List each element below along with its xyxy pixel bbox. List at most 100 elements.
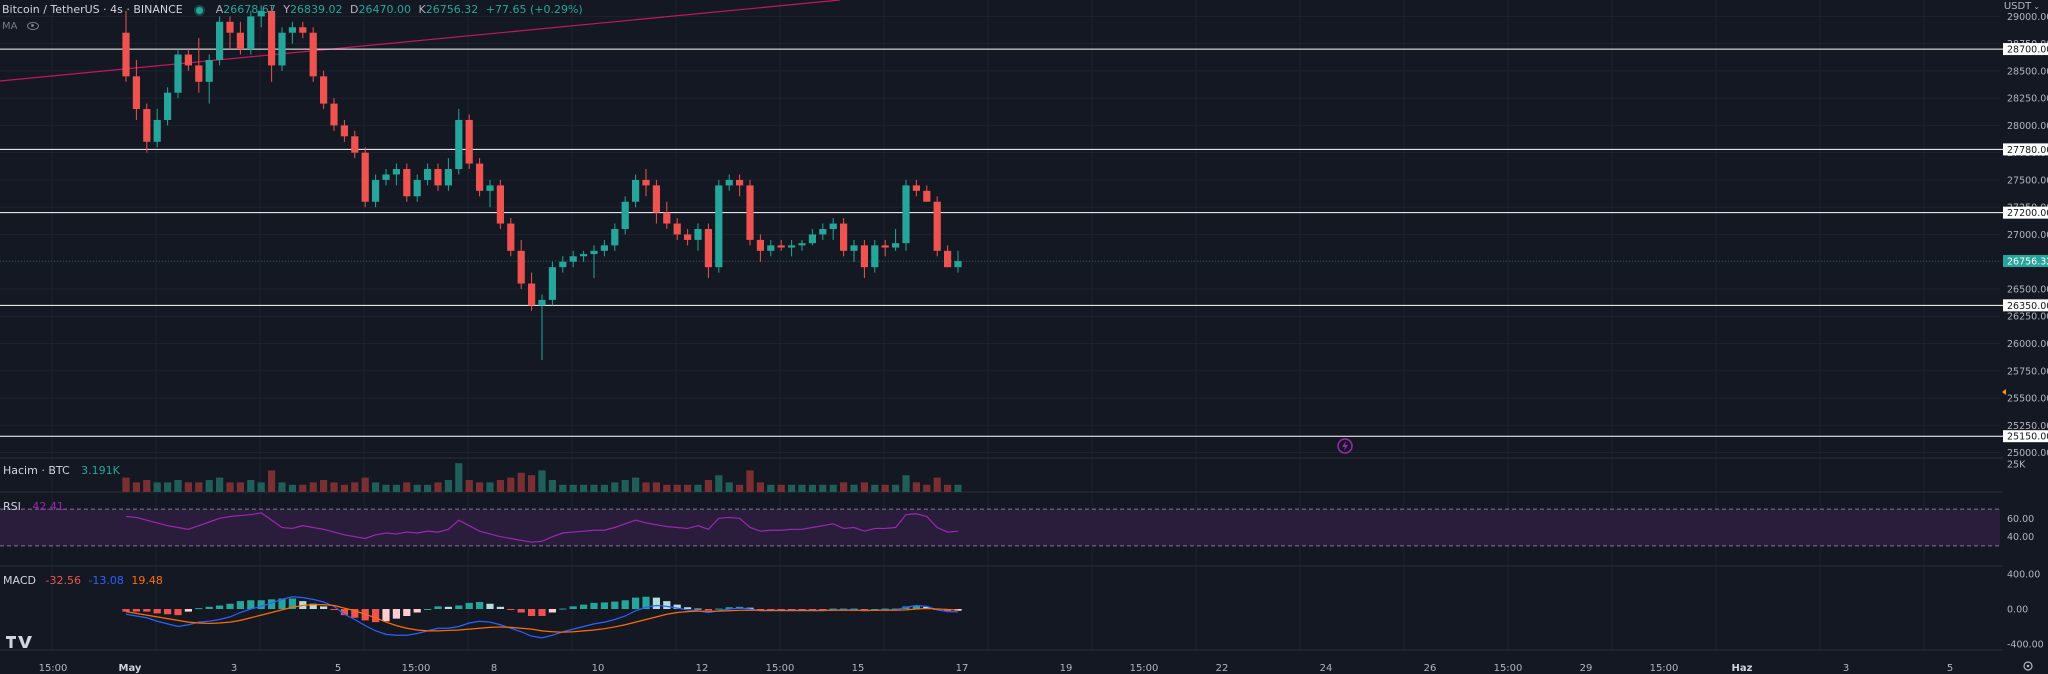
macd-histogram-bar bbox=[850, 608, 858, 610]
macd-histogram-bar bbox=[715, 608, 723, 610]
volume-bar bbox=[361, 477, 369, 492]
volume-bar bbox=[954, 484, 962, 492]
tv-logo-icon[interactable] bbox=[6, 636, 32, 648]
candle-body bbox=[205, 59, 213, 82]
candle-body bbox=[382, 174, 390, 180]
macd-histogram-bar bbox=[871, 609, 879, 610]
volume-bar bbox=[496, 480, 504, 492]
ma-label: MA bbox=[2, 21, 18, 32]
macd-histogram-bar bbox=[382, 609, 390, 622]
ohlc-a-label: A bbox=[215, 3, 224, 16]
candle-body bbox=[829, 223, 837, 229]
volume-bar bbox=[455, 463, 463, 492]
candle-body bbox=[507, 223, 515, 251]
macd-histogram-bar bbox=[580, 604, 588, 609]
volume-bar bbox=[912, 482, 920, 492]
volume-bar bbox=[309, 482, 317, 492]
volume-bar bbox=[528, 475, 536, 492]
volume-legend[interactable]: Hacim · BTC 3.191K bbox=[3, 464, 120, 477]
volume-value: 3.191K bbox=[81, 464, 120, 477]
volume-bar bbox=[340, 484, 348, 492]
candle-body bbox=[902, 185, 910, 244]
candle-body bbox=[236, 32, 244, 50]
macd-histogram-bar bbox=[590, 602, 598, 609]
macd-legend[interactable]: MACD -32.56 -13.08 19.48 bbox=[3, 574, 163, 587]
rsi-band-background bbox=[0, 508, 2000, 547]
macd-histogram-bar bbox=[184, 609, 192, 612]
macd-histogram-bar bbox=[663, 601, 671, 609]
trend-line-segment bbox=[0, 0, 841, 82]
volume-bars bbox=[122, 463, 962, 492]
candle-body bbox=[299, 27, 307, 33]
chart-grid bbox=[0, 0, 2048, 651]
time-tick-label: 26 bbox=[1424, 663, 1437, 674]
volume-bar bbox=[590, 484, 598, 492]
candle-body bbox=[892, 243, 900, 248]
macd-histogram-bar bbox=[195, 608, 203, 610]
candle-body bbox=[361, 152, 369, 202]
volume-bar bbox=[902, 475, 910, 492]
candle-body bbox=[756, 239, 764, 251]
volume-bar bbox=[798, 484, 806, 492]
symbol-title[interactable]: Bitcoin / TetherUS · 4s · BINANCE bbox=[2, 3, 183, 16]
currency-label: USDT bbox=[2003, 1, 2032, 12]
price-tick-label: 26500.00 bbox=[2007, 284, 2048, 295]
volume-bar bbox=[538, 470, 546, 492]
candle-body bbox=[611, 229, 619, 246]
line-price-tag-bg bbox=[2003, 299, 2048, 312]
macd-axis-label: 0.00 bbox=[2007, 605, 2028, 616]
candle-body bbox=[309, 32, 317, 77]
candle-body bbox=[808, 234, 816, 244]
macd-histogram-bar bbox=[912, 605, 920, 609]
candle-body bbox=[715, 185, 723, 268]
candle-body bbox=[580, 254, 588, 257]
candle-body bbox=[403, 169, 411, 197]
lightning-icon[interactable] bbox=[1337, 438, 1353, 454]
candle-body bbox=[340, 125, 348, 137]
candlesticks bbox=[122, 5, 962, 360]
volume-bar bbox=[840, 482, 848, 492]
live-dot-icon bbox=[196, 6, 204, 14]
candle-body bbox=[819, 229, 827, 235]
volume-bar bbox=[756, 482, 764, 492]
currency-selector[interactable]: USDT ⌄ bbox=[2004, 1, 2040, 12]
rsi-line bbox=[125, 512, 959, 543]
macd-histogram-bar bbox=[808, 609, 816, 610]
time-tick-label: 3 bbox=[231, 663, 237, 674]
volume-bar bbox=[153, 482, 161, 492]
candle-body bbox=[923, 190, 931, 202]
candle-body bbox=[288, 27, 296, 33]
candle-body bbox=[122, 32, 130, 77]
volume-bar bbox=[850, 484, 858, 492]
time-tick-label: 15 bbox=[852, 663, 865, 674]
time-tick-label: 15:00 bbox=[1130, 663, 1159, 674]
rsi-legend[interactable]: RSI 42.41 bbox=[3, 500, 64, 513]
volume-bar bbox=[424, 484, 432, 492]
candle-body bbox=[850, 245, 858, 251]
price-tick-label: 26250.00 bbox=[2007, 312, 2048, 323]
price-tick-label: 27500.00 bbox=[2007, 175, 2048, 186]
time-tick-label: 10 bbox=[592, 663, 605, 674]
candle-body bbox=[195, 65, 203, 82]
macd-histogram-bar bbox=[642, 596, 650, 609]
candle-body bbox=[621, 201, 629, 229]
settings-icon[interactable] bbox=[2023, 661, 2033, 671]
eye-icon[interactable] bbox=[26, 22, 39, 30]
candle-body bbox=[278, 32, 286, 66]
volume-bar bbox=[507, 477, 515, 492]
line-price-tag-bg bbox=[2003, 43, 2048, 56]
chevron-down-icon: ⌄ bbox=[2033, 2, 2040, 11]
candle-body bbox=[798, 243, 806, 246]
candle-body bbox=[413, 179, 421, 197]
volume-bar bbox=[257, 482, 265, 492]
candle-body bbox=[642, 179, 650, 186]
signal-line bbox=[125, 604, 959, 633]
price-tick-label: 26000.00 bbox=[2007, 339, 2048, 350]
volume-bar bbox=[122, 477, 130, 492]
volume-bar bbox=[569, 484, 577, 492]
macd-histogram-bar bbox=[892, 608, 900, 610]
macd-histogram-bar bbox=[777, 609, 785, 610]
ma-indicator-row[interactable]: MA bbox=[2, 21, 39, 32]
